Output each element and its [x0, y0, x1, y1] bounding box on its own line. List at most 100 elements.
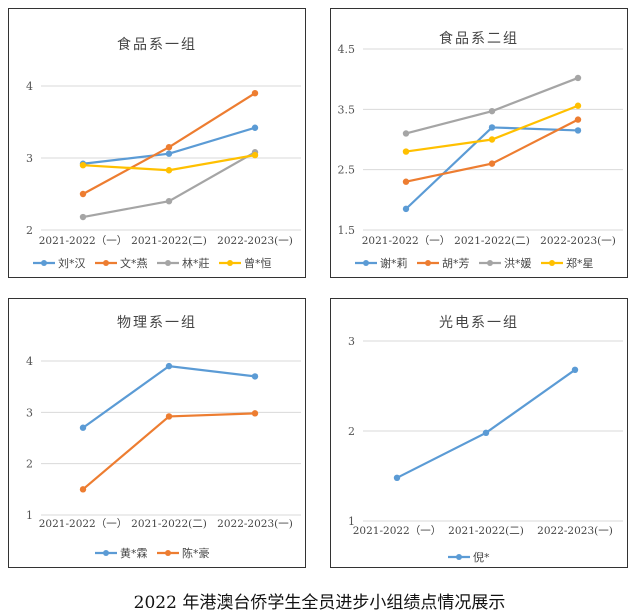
chart-title: 物理系一组 [117, 315, 197, 331]
x-tick-label: 2021-2022（一） [353, 525, 442, 537]
y-tick-label: 3.5 [338, 103, 356, 116]
legend-marker [41, 260, 47, 266]
y-tick-label: 3 [26, 152, 33, 165]
legend-marker [165, 260, 171, 266]
data-point [251, 151, 259, 159]
data-point [251, 373, 259, 380]
y-tick-label: 4.5 [338, 43, 356, 56]
y-tick-label: 1.5 [338, 224, 356, 237]
legend-item: 黄*霖 [95, 546, 148, 560]
legend-label: 倪* [473, 551, 490, 564]
data-point [79, 424, 87, 431]
legend-item: 林*莊 [157, 256, 210, 270]
legend-item: 文*燕 [95, 256, 148, 270]
legend-item: 谢*莉 [355, 256, 408, 270]
chart-svg: 物理系一组 1 2 3 4 2021-2022（一） 2021-2022(二) 2022-20… [26, 315, 301, 560]
x-tick-label: 2022-2023(一) [217, 518, 293, 530]
y-tick-label: 4 [26, 80, 33, 93]
legend-marker [487, 260, 493, 266]
x-tick-label: 2021-2022（一） [39, 518, 128, 530]
chart-title: 光电系一组 [439, 315, 519, 331]
data-point [402, 130, 410, 137]
data-point [165, 144, 173, 151]
x-tick-label: 2022-2023(一) [540, 235, 616, 247]
figure-caption: 2022 年港澳台侨学生全员进步小组绩点情况展示 [133, 593, 506, 613]
legend-marker [363, 260, 369, 266]
y-tick-label: 2 [26, 224, 33, 237]
y-tick-label: 2 [348, 425, 355, 438]
legend-marker [456, 554, 462, 560]
data-point [488, 107, 496, 115]
data-point [402, 178, 410, 185]
legend-item: 曾*恒 [219, 256, 272, 270]
x-tick-label: 2021-2022(二) [131, 518, 207, 530]
series-line [82, 151, 256, 219]
data-point [165, 362, 173, 370]
y-tick-label: 2.5 [338, 164, 356, 177]
y-tick-label: 3 [26, 406, 33, 419]
legend-label: 文*燕 [120, 256, 148, 270]
legend-item: 郑*星 [541, 256, 594, 270]
chart-svg: 食品系二组 1.5 2.5 3.5 4.5 2021-2022（一） 2021-2022(二… [338, 30, 623, 270]
legend-marker [165, 550, 171, 556]
legend-item: 刘*汉 [33, 257, 86, 270]
series-line [396, 368, 576, 479]
legend-marker [549, 260, 555, 266]
data-point [79, 486, 87, 493]
chart-svg: 食品系一组 2 3 4 2021-2022（一） 2021-2022(二) 2022-202… [26, 36, 301, 270]
data-point [251, 124, 259, 131]
legend-label: 谢*莉 [380, 256, 408, 270]
chart-optoelectronics-group-1: 光电系一组 1 2 3 2021-2022（一） 2021-2022(二) 2022-202… [330, 298, 628, 568]
y-tick-label: 1 [26, 509, 33, 522]
data-point [402, 205, 410, 213]
legend-label: 胡*芳 [442, 256, 470, 270]
data-point [402, 148, 410, 155]
data-point [482, 429, 490, 436]
data-point [488, 160, 496, 167]
legend-label: 陈*豪 [182, 546, 210, 560]
legend-label: 刘*汉 [58, 257, 86, 270]
legend-item: 胡*芳 [417, 256, 470, 270]
data-point [165, 413, 173, 420]
data-point [165, 167, 173, 174]
chart-title: 食品系二组 [439, 30, 519, 47]
legend-label: 洪*媛 [504, 256, 532, 270]
legend-label: 黄*霖 [120, 546, 148, 560]
legend-marker [227, 260, 233, 266]
series-line [82, 412, 256, 491]
legend-marker [103, 550, 109, 556]
legend-label: 林*莊 [182, 256, 210, 270]
x-tick-label: 2021-2022(二) [454, 235, 530, 247]
data-point [571, 366, 579, 373]
data-point [79, 162, 87, 169]
data-point [574, 116, 582, 123]
data-point [574, 102, 582, 109]
legend-marker [103, 260, 109, 266]
data-point [251, 410, 259, 417]
legend-label: 郑*星 [566, 256, 594, 270]
chart-svg: 光电系一组 1 2 3 2021-2022（一） 2021-2022(二) 2022-202… [348, 315, 623, 564]
chart-food-group-2: 食品系二组 1.5 2.5 3.5 4.5 2021-2022（一） 2021-2022(二… [330, 8, 628, 278]
series-line [82, 92, 256, 195]
data-point [574, 127, 582, 134]
data-point [251, 90, 259, 97]
x-tick-label: 2021-2022(二) [131, 235, 207, 247]
data-point [488, 124, 496, 131]
x-tick-label: 2021-2022(二) [448, 525, 524, 537]
x-tick-label: 2022-2023(一) [537, 525, 613, 537]
chart-title: 食品系一组 [117, 36, 197, 53]
legend-marker [425, 260, 431, 266]
legend-label: 曾*恒 [244, 256, 272, 270]
data-point [79, 190, 87, 198]
x-tick-label: 2021-2022（一） [39, 235, 128, 247]
legend-item: 洪*媛 [479, 256, 532, 270]
y-tick-label: 2 [26, 458, 33, 471]
y-tick-label: 4 [26, 355, 33, 368]
y-tick-label: 1 [348, 515, 355, 528]
data-point [79, 213, 87, 221]
x-tick-label: 2022-2023(一) [217, 235, 293, 247]
data-point [165, 150, 173, 157]
chart-physics-group-1: 物理系一组 1 2 3 4 2021-2022（一） 2021-2022(二) 2022-20… [8, 298, 306, 568]
chart-food-group-1: 食品系一组 2 3 4 2021-2022（一） 2021-2022(二) 2022-202… [8, 8, 306, 278]
x-tick-label: 2021-2022（一） [362, 235, 451, 247]
